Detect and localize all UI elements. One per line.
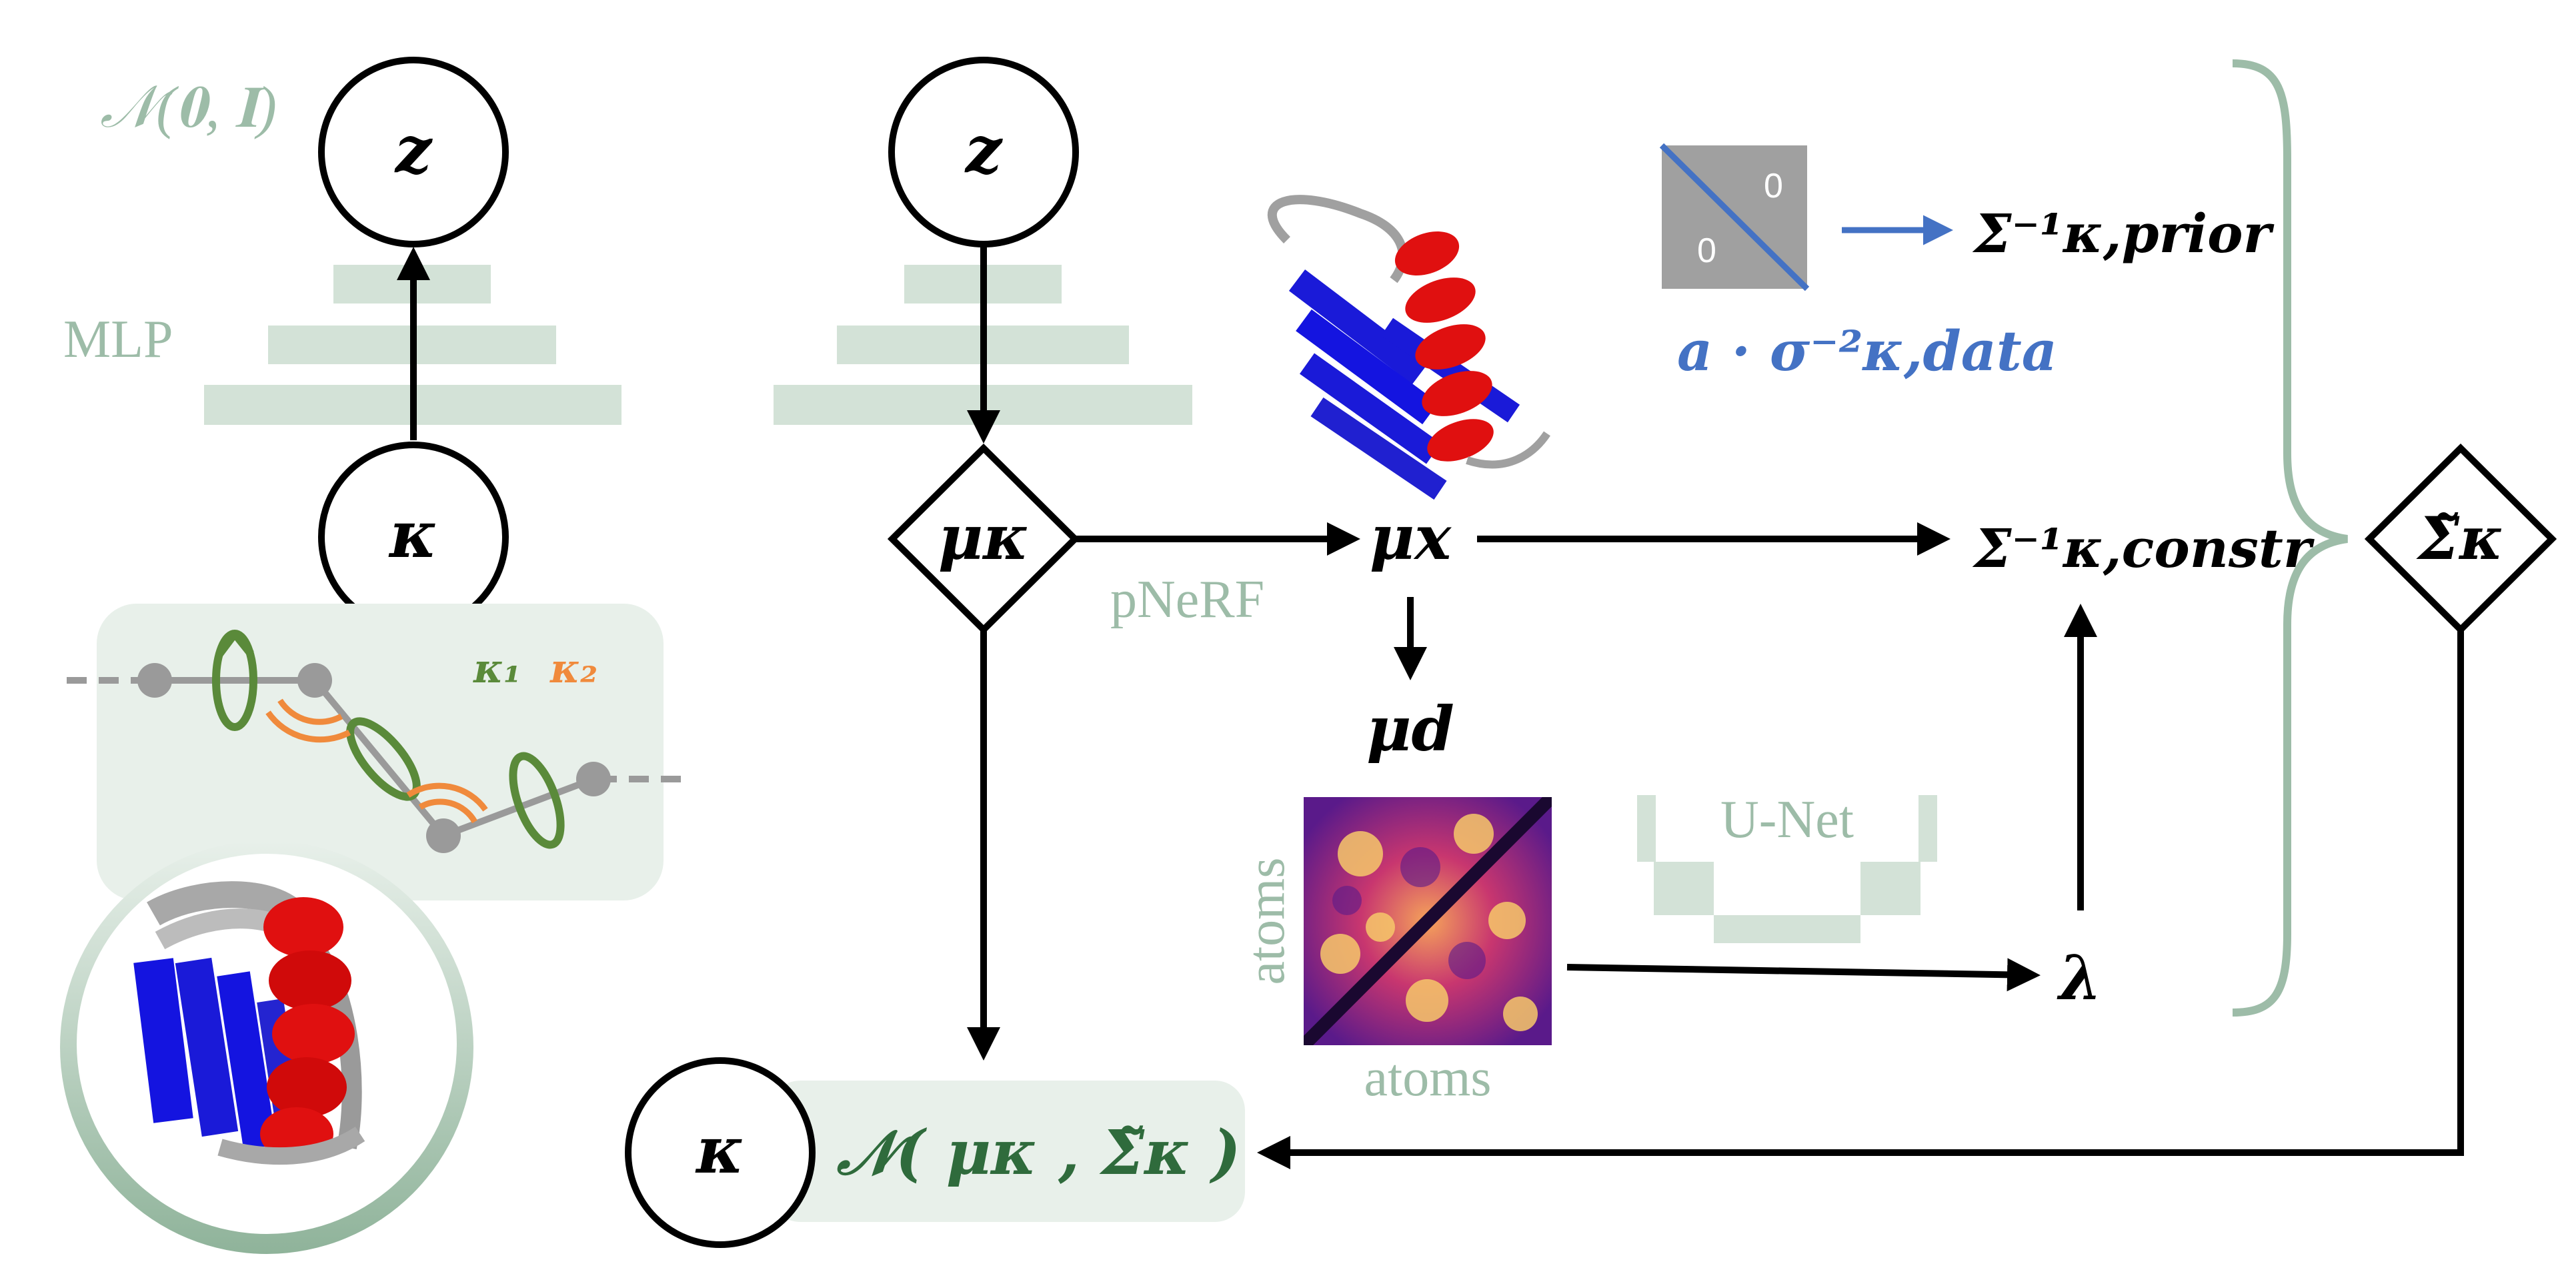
z-node-left bbox=[318, 57, 509, 247]
z-node-center-label: z bbox=[964, 112, 1004, 187]
diagonal-matrix-icon: 0 0 bbox=[1659, 143, 1810, 291]
center-panel: z μκ pNeRF μx bbox=[625, 57, 2103, 1248]
constr-precision-label: Σ⁻¹κ,constr bbox=[1972, 517, 2315, 580]
matrix-entry-bottom: 0 bbox=[1697, 231, 1716, 270]
mu-kappa-label: μκ bbox=[938, 502, 1029, 574]
mlp-label: MLP bbox=[63, 310, 173, 369]
right-panel: 0 0 Σ⁻¹κ,prior a · σ⁻²κ,data Σ⁻¹κ,constr… bbox=[1257, 59, 2557, 1169]
unet-label: U-Net bbox=[1720, 790, 1854, 849]
left-panel: 𝒩(𝟎, 𝐈) z MLP κ bbox=[60, 57, 684, 1254]
output-kappa-node bbox=[625, 1057, 816, 1248]
prior-precision-label: Σ⁻¹κ,prior bbox=[1972, 202, 2274, 265]
kappa2-label: κ₂ bbox=[549, 646, 597, 692]
output-dist-box bbox=[770, 1081, 1245, 1222]
atoms-x-label: atoms bbox=[1364, 1049, 1491, 1107]
output-dist-label: 𝒩( μκ , Σ̃κ ) bbox=[836, 1117, 1241, 1189]
mu-d-label: μd bbox=[1366, 693, 1454, 765]
mu-x-label: μx bbox=[1370, 502, 1452, 574]
data-scale-label: a · σ⁻²κ,data bbox=[1677, 319, 2057, 384]
bond-angle-arcs bbox=[265, 698, 488, 824]
torsion-rotations bbox=[212, 630, 565, 849]
lambda-label: λ bbox=[2057, 942, 2103, 1014]
output-kappa-label: κ bbox=[695, 1113, 744, 1188]
arrow-map-to-lambda bbox=[1566, 958, 2041, 992]
atoms-y-label: atoms bbox=[1237, 857, 1296, 985]
protein-structure-image bbox=[1267, 195, 1550, 500]
protein-ensemble-image bbox=[133, 881, 365, 1165]
prior-label: 𝒩(𝟎, 𝐈) bbox=[100, 75, 277, 140]
sigma-tilde-label: Σ̃κ bbox=[2416, 504, 2503, 573]
kappa1-label: κ₁ bbox=[473, 646, 521, 692]
grouping-brace bbox=[2232, 59, 2348, 1017]
unet-shape bbox=[1637, 795, 1937, 943]
arrow-sigma-to-output bbox=[1257, 630, 2464, 1169]
pnerf-label: pNeRF bbox=[1110, 570, 1264, 629]
kappa-node-left-label: κ bbox=[388, 497, 437, 572]
distance-map-image bbox=[1304, 797, 1552, 1045]
matrix-entry-top: 0 bbox=[1764, 167, 1783, 205]
z-node-left-label: z bbox=[394, 112, 433, 187]
